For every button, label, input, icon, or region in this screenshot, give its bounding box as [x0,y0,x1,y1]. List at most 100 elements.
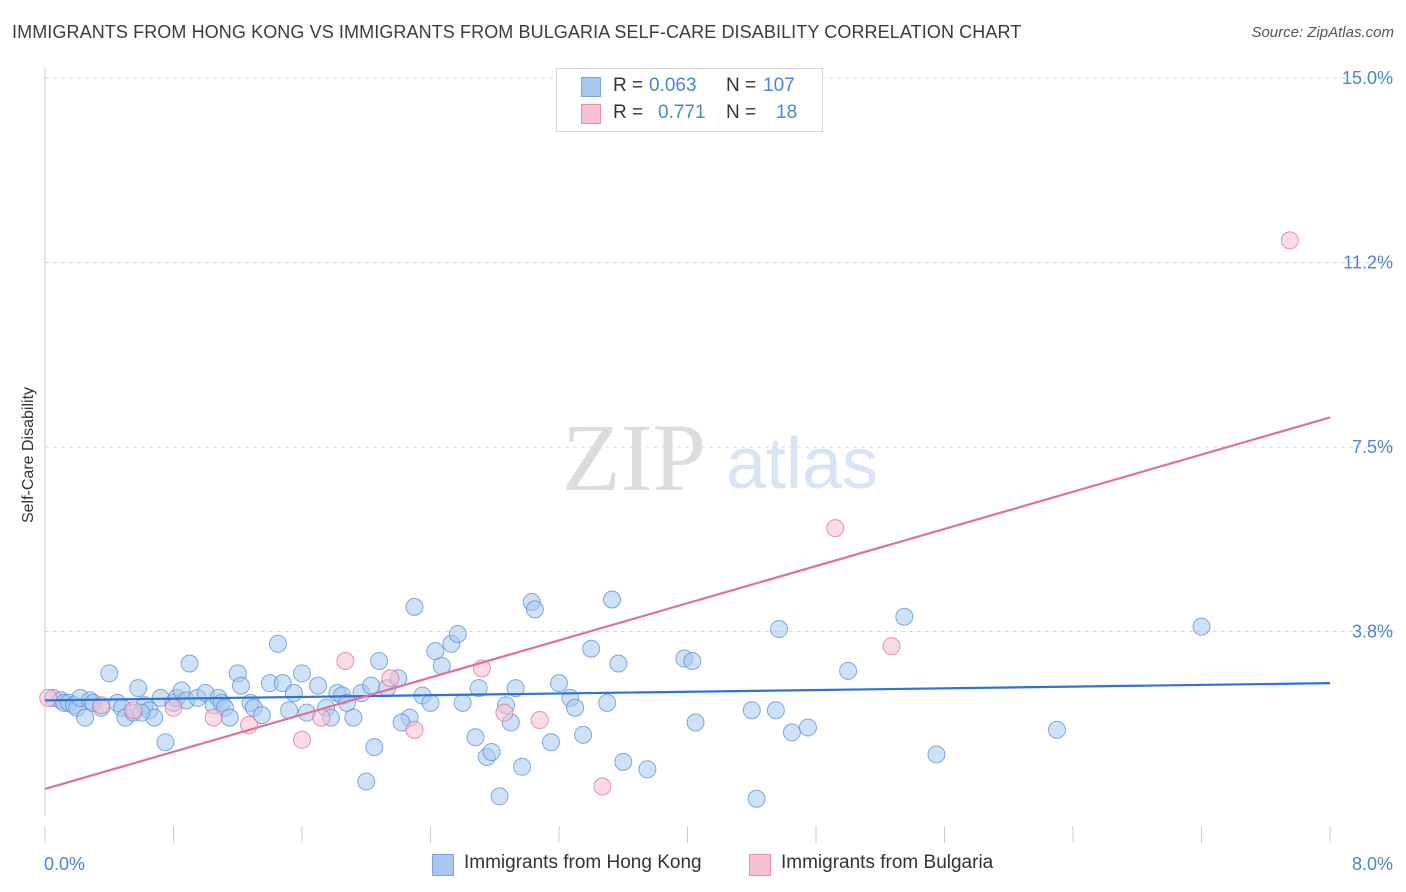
watermark-atlas: atlas [726,424,878,504]
data-point [742,701,761,720]
y-tick-label: 7.5% [1352,437,1393,457]
data-point [357,772,376,791]
data-point [782,723,801,742]
watermark: ZIP atlas [562,404,878,511]
data-point [686,713,705,732]
n-label: N = [726,102,757,123]
x-tick-label: 0.0% [44,854,85,874]
data-point [469,679,488,698]
legend-swatch-hong-kong [432,854,454,876]
data-point [530,711,549,730]
data-point [766,701,785,720]
data-point [164,698,183,717]
data-point [798,718,817,737]
data-point [574,725,593,744]
data-point [381,669,400,688]
data-point [129,679,148,698]
data-point [482,743,501,762]
data-point [927,745,946,764]
data-point [513,757,532,776]
data-point [336,652,355,671]
data-point [344,708,363,727]
stats-legend: R = 0.063 N = 107 R = 0.771 N = 18 [556,68,823,132]
data-point [231,676,250,695]
data-point [204,708,223,727]
data-points [39,231,1299,808]
data-point [39,688,58,707]
source-label: Source: ZipAtlas.com [1251,24,1394,41]
series-legend: Immigrants from Hong Kong Immigrants fro… [0,852,1406,878]
data-point [252,706,271,725]
data-point [638,760,657,779]
data-point [1280,231,1299,250]
data-point [453,693,472,712]
data-point [895,607,914,626]
data-point [525,600,544,619]
data-point [466,728,485,747]
data-point [490,787,509,806]
y-tick-label: 3.8% [1352,622,1393,642]
data-point [309,676,328,695]
data-point [603,590,622,609]
n-value: 107 [763,75,795,96]
legend-swatch-bulgaria [749,854,771,876]
grid-lines [45,77,1395,632]
data-point [566,698,585,717]
trend-line-bulgaria [44,416,1331,790]
data-point [284,684,303,702]
data-point [826,519,845,538]
data-point [365,738,384,757]
data-point [582,639,601,658]
r-value: 0.771 [658,102,706,123]
n-value: 18 [776,102,798,123]
swatch-bulgaria [581,104,601,124]
data-point [593,777,612,796]
data-point [770,620,789,639]
data-point [156,733,175,752]
data-point [495,703,514,722]
data-point [747,789,766,808]
data-point [421,693,440,712]
data-point [124,701,143,720]
series-hong-kong [44,590,1211,808]
data-point [268,634,287,653]
data-point [370,652,389,671]
r-label: R = [613,102,644,123]
legend-label-hong-kong: Immigrants from Hong Kong [464,852,702,873]
data-point [293,730,311,749]
data-point [92,696,111,715]
watermark-zip: ZIP [562,404,706,511]
legend-label-bulgaria: Immigrants from Bulgaria [781,852,994,873]
data-point [405,720,424,739]
data-point [839,661,858,680]
chart-title: IMMIGRANTS FROM HONG KONG VS IMMIGRANTS … [12,22,1022,42]
y-tick-label: 15.0% [1342,68,1393,88]
n-label: N = [726,75,757,96]
data-point [882,637,901,656]
data-point [506,679,525,698]
data-point [1192,617,1211,636]
swatch-hong-kong [581,77,601,97]
data-point [614,752,633,771]
data-point [293,664,311,683]
data-point [598,693,617,712]
data-point [609,654,628,673]
r-label: R = [613,75,644,96]
data-point [683,652,702,671]
tick-labels: 3.8% 7.5% 11.2% 15.0% 0.0% 8.0% [44,68,1393,874]
y-tick-label: 11.2% [1343,253,1393,273]
x-tick-label: 8.0% [1352,854,1393,874]
data-point [405,597,424,616]
data-point [180,654,199,673]
data-point [448,624,467,643]
data-point [220,708,239,727]
series-bulgaria [39,231,1299,796]
trend-line-hong-kong [44,682,1331,702]
data-point [362,676,381,695]
data-point [550,674,568,693]
r-value: 0.063 [649,75,697,96]
data-point [541,733,560,752]
trend-lines [44,416,1331,790]
data-point [76,708,95,727]
